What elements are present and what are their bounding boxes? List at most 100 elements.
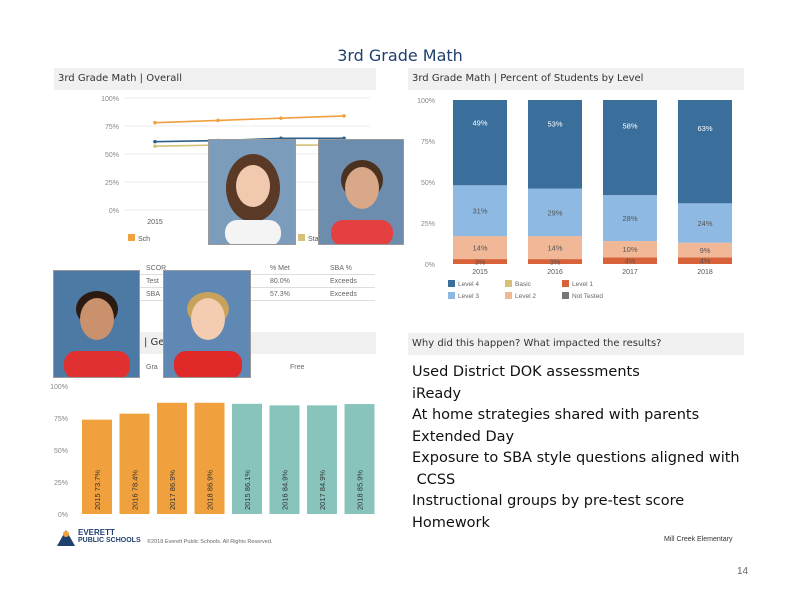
why-item: Exposure to SBA style questions aligned …	[412, 450, 740, 466]
y-tick-label: 50%	[421, 180, 435, 187]
table-row: Test 80.0% Exceeds	[140, 275, 375, 288]
bar-label: 2018 86.9%	[206, 470, 215, 510]
why-item: Used District DOK assessments	[412, 364, 640, 380]
data-point	[153, 144, 157, 148]
school-name: Mill Creek Elementary	[664, 536, 733, 543]
legend-swatch	[562, 280, 569, 287]
table-row-label: SCOR	[146, 265, 167, 272]
data-point	[279, 116, 283, 120]
table-cell: 57.3%	[270, 291, 290, 298]
why-item: Instructional groups by pre-test score	[412, 493, 685, 509]
table-row-label: Test	[146, 278, 159, 285]
data-label: 28%	[622, 214, 637, 223]
y-tick-label: 25%	[105, 180, 119, 187]
legend-swatch	[562, 292, 569, 299]
level-stacked-chart: 100% 75% 50% 25% 0% 3% 14% 31% 49% 2015 3% 14% 29% 53…	[405, 90, 745, 312]
data-label: 3%	[475, 258, 486, 267]
bar	[232, 403, 262, 514]
x-tick-label: 2017	[622, 269, 638, 276]
y-tick-label: 100%	[417, 98, 435, 105]
stacked-bar-segment	[678, 257, 732, 264]
table-cell: SBA %	[330, 265, 352, 272]
data-label: 58%	[622, 122, 637, 131]
y-tick-label: 50%	[105, 152, 119, 159]
bar	[157, 402, 187, 514]
data-point	[342, 114, 346, 118]
bar-label: 2017 86.9%	[168, 470, 177, 510]
bar	[119, 413, 150, 514]
district-subname: PUBLIC SCHOOLS	[78, 537, 141, 544]
stacked-bar-segment	[528, 236, 582, 260]
page-number: 14	[737, 566, 749, 577]
district-logo-icon	[55, 528, 77, 553]
table-cell: Exceeds	[330, 278, 357, 285]
stacked-bar-segment	[453, 236, 507, 260]
stacked-bar-segment	[453, 100, 507, 186]
legend-label: Not Tested	[572, 293, 603, 300]
stacked-bar-segment	[603, 100, 657, 196]
legend-label: Sch	[138, 236, 150, 243]
legend-label: Level 3	[458, 293, 479, 300]
legend-label: Basic	[515, 281, 532, 288]
data-label: 63%	[697, 124, 712, 133]
table-cell: % Met	[270, 265, 290, 272]
data-label: 4%	[625, 257, 636, 266]
y-tick-label: 50%	[54, 448, 68, 455]
data-label: 31%	[472, 207, 487, 216]
why-panel-title: Why did this happen? What impacted the r…	[408, 333, 744, 355]
legend-label: Level 1	[572, 281, 593, 288]
data-label: 29%	[547, 208, 562, 217]
x-tick-label: 2015	[147, 219, 163, 226]
data-label: 14%	[472, 244, 487, 253]
y-tick-label: 0%	[425, 262, 435, 269]
x-tick-label: 2015	[472, 269, 488, 276]
bar	[82, 419, 112, 514]
why-item: At home strategies shared with parents	[412, 407, 700, 423]
data-label: 4%	[700, 257, 711, 266]
y-tick-label: 75%	[105, 124, 119, 131]
table-row: SBA 57.3% Exceeds	[140, 288, 375, 301]
data-label: 53%	[547, 120, 562, 129]
series-line	[154, 115, 345, 124]
data-point	[153, 139, 157, 144]
bar-label: 2017 84.9%	[318, 470, 327, 510]
stacked-bar-segment	[603, 195, 657, 242]
table-row: SCOR % Met SBA %	[140, 262, 375, 275]
bar	[307, 405, 337, 514]
bar	[344, 404, 375, 514]
year-bar-chart: 100% 75% 50% 25% 0% 2015 73.7% 2016 78.4% 2017 …	[50, 378, 375, 526]
table-cell: Exceeds	[330, 291, 357, 298]
legend-swatch	[448, 292, 455, 299]
district-name: EVERETT	[78, 528, 115, 537]
stacked-bar-segment	[528, 188, 582, 237]
axis-fragment-left: Gra	[146, 364, 158, 371]
bar-label: 2015 86.1%	[243, 470, 252, 510]
why-item: Homework	[412, 514, 490, 531]
slide-title: 3rd Grade Math	[337, 46, 463, 65]
x-tick-label: 2018	[697, 269, 713, 276]
student-photo	[53, 270, 140, 378]
overall-panel-title: 3rd Grade Math | Overall	[54, 68, 376, 90]
data-label: 14%	[547, 244, 562, 253]
y-tick-label: 100%	[101, 96, 119, 103]
data-label: 10%	[622, 245, 637, 254]
score-table: SCOR % Met SBA % Test 80.0% Exceeds SBA …	[140, 262, 375, 308]
bar-label: 2018 85.9%	[356, 470, 365, 510]
why-list: Used District DOK assessments iReady At …	[412, 362, 752, 534]
data-label: 3%	[550, 258, 561, 267]
data-label: 49%	[472, 119, 487, 128]
copyright-text: ©2018 Everett Public Schools. All Rights…	[147, 539, 273, 545]
legend-swatch	[448, 280, 455, 287]
legend-swatch	[128, 234, 135, 241]
data-point	[153, 120, 157, 125]
y-tick-label: 0%	[109, 208, 119, 215]
data-label: 24%	[697, 219, 712, 228]
y-tick-label: 25%	[54, 480, 68, 487]
why-item: Extended Day	[412, 428, 515, 445]
y-tick-label: 25%	[421, 221, 435, 228]
table-cell: 80.0%	[270, 278, 290, 285]
axis-fragment-right: Free	[290, 364, 305, 371]
y-tick-label: 0%	[58, 512, 68, 519]
y-tick-label: 75%	[54, 416, 68, 423]
legend-swatch	[505, 280, 512, 287]
